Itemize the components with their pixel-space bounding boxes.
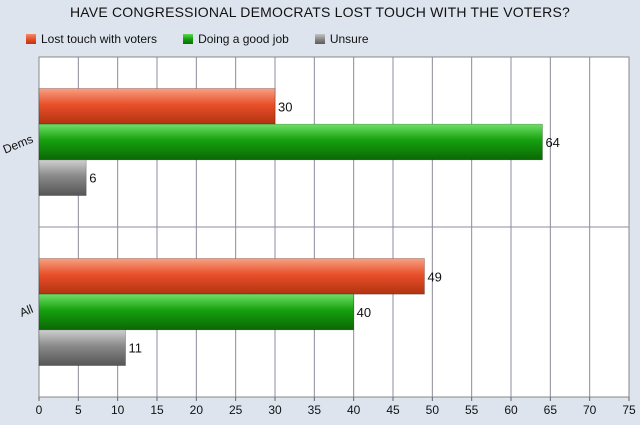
legend-label-lost-touch: Lost touch with voters [41,32,158,46]
bar-all-2 [38,329,126,366]
x-tick-label: 75 [622,403,636,417]
x-tick-label: 60 [504,403,518,417]
bar-dems-2 [38,159,87,196]
legend-item-unsure: Unsure [314,32,369,46]
data-label: 49 [427,269,441,284]
legend-item-good-job: Doing a good job [183,32,289,46]
labels: 0 5 10 15 20 25 30 35 40 45 50 55 60 65 70 75 30 64 6 Dems 4… [1,99,636,417]
x-tick-label: 50 [426,403,440,417]
x-tick-label: 35 [308,403,322,417]
bar-dems-1 [38,123,543,161]
bar-dems-0 [38,88,276,125]
x-tick-label: 10 [111,403,125,417]
x-tick-label: 40 [347,403,361,417]
x-tick-label: 0 [36,403,43,417]
bar-all-0 [38,258,425,295]
category-label-all: All [18,302,36,320]
legend-label-unsure: Unsure [329,32,369,46]
bar-all-1 [38,293,354,331]
x-tick-label: 45 [386,403,400,417]
chart-title: HAVE CONGRESSIONAL DEMOCRATS LOST TOUCH … [70,4,570,20]
legend: Lost touch with voters Doing a good job … [26,32,369,46]
x-tick-label: 70 [583,403,597,417]
data-label: 30 [278,99,292,114]
x-tick-label: 15 [150,403,164,417]
x-tick-label: 55 [465,403,479,417]
legend-item-lost-touch: Lost touch with voters [26,32,157,46]
bars [38,88,543,366]
x-tick-label: 5 [75,403,82,417]
legend-label-good-job: Doing a good job [198,32,289,46]
data-label: 11 [129,341,143,356]
x-tick-label: 30 [268,403,282,417]
legend-swatch-unsure [314,34,325,44]
x-tick-label: 25 [229,403,243,417]
data-label: 6 [89,171,96,186]
data-label: 64 [545,135,559,150]
legend-swatch-lost-touch [26,34,36,44]
legend-swatch-good-job [183,34,194,44]
x-tick-label: 65 [544,403,558,417]
data-label: 40 [357,305,371,320]
x-tick-label: 20 [190,403,204,417]
category-label-dems: Dems [1,132,35,157]
